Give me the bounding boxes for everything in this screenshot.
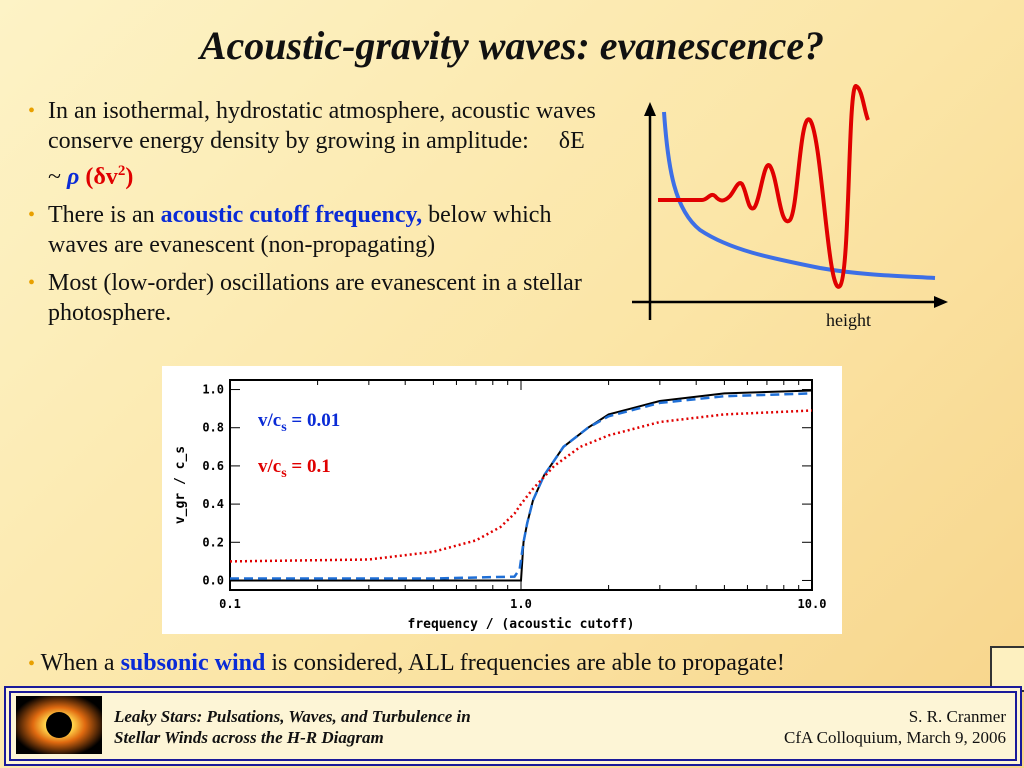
y-tick-label: 0.2 xyxy=(202,535,224,549)
wave-curve xyxy=(658,83,870,289)
bullet-subsonic-wind: • When a subsonic wind is considered, AL… xyxy=(28,650,785,676)
y-tick-label: 0.4 xyxy=(202,497,224,511)
x-tick-label: 10.0 xyxy=(798,597,827,611)
eclipse-logo xyxy=(16,696,102,754)
sketch-x-label: height xyxy=(826,310,871,330)
legend-item-v01: v/cs = 0.1 xyxy=(258,456,331,481)
chart-panel: 0.1 1.0 10.0 0.0 0.2 0.4 0.6 0.8 1.0 frequency / … xyxy=(162,366,842,634)
highlight-cutoff: acoustic cutoff frequency, xyxy=(160,202,423,228)
bullet-list: • In an isothermal, hydrostatic atmosphe… xyxy=(28,96,598,336)
highlight-subsonic-wind: subsonic wind xyxy=(120,650,266,676)
density-curve xyxy=(662,111,936,280)
x-tick-label: 0.1 xyxy=(219,597,241,611)
footer-author-info: S. R. Cranmer CfA Colloquium, March 9, 2… xyxy=(784,707,1006,747)
bullet-dot-icon: • xyxy=(28,272,36,294)
group-velocity-chart: 0.1 1.0 10.0 0.0 0.2 0.4 0.6 0.8 1.0 frequency / … xyxy=(173,379,827,632)
y-tick-label: 0.0 xyxy=(202,573,224,587)
slide-title: Acoustic-gravity waves: evanescence? xyxy=(199,23,825,68)
x-tick-label: 1.0 xyxy=(510,597,532,611)
chart-axes: 0.1 1.0 10.0 0.0 0.2 0.4 0.6 0.8 1.0 frequency / … xyxy=(173,379,827,632)
bullet-dot-icon: • xyxy=(28,100,36,122)
bullet-energy-density: • In an isothermal, hydrostatic atmosphe… xyxy=(28,96,598,192)
series-line-0 xyxy=(230,389,813,582)
bullet-text: In an isothermal, hydrostatic atmosphere… xyxy=(48,98,596,154)
y-axis-label: v_gr / c_s xyxy=(173,446,188,524)
bullet-dot-icon: • xyxy=(28,204,36,226)
footer-talk-title: Leaky Stars: Pulsations, Waves, and Turb… xyxy=(114,707,471,747)
wave-sketch xyxy=(632,83,948,320)
sketch-x-arrow-icon xyxy=(934,296,948,308)
bullet-dot-icon: • xyxy=(28,653,36,675)
equation: δE ~ ρ (δv2) xyxy=(48,128,585,190)
y-tick-label: 0.8 xyxy=(202,421,224,435)
y-tick-label: 0.6 xyxy=(202,459,224,473)
series-line-2 xyxy=(229,409,813,563)
bullet-photosphere: • Most (low-order) oscillations are evan… xyxy=(28,270,582,326)
footer-bar: Leaky Stars: Pulsations, Waves, and Turb… xyxy=(4,686,1022,766)
series-line-1 xyxy=(230,392,813,580)
eclipse-icon xyxy=(16,696,102,754)
chart-series xyxy=(229,389,813,582)
sketch-y-arrow-icon xyxy=(644,102,656,116)
bullet-cutoff: • There is an acoustic cutoff frequency,… xyxy=(28,202,552,258)
x-axis-label: frequency / (acoustic cutoff) xyxy=(408,617,635,632)
y-tick-label: 1.0 xyxy=(202,383,224,397)
legend-item-v001: v/cs = 0.01 xyxy=(258,410,341,435)
